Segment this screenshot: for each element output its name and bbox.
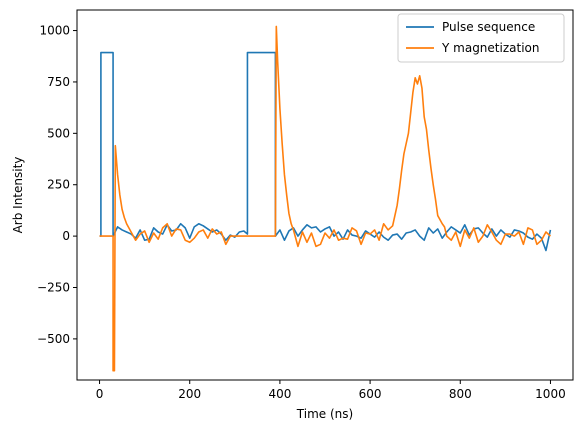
x-axis-label: Time (ns) bbox=[296, 407, 353, 421]
legend-label-y-magnetization: Y magnetization bbox=[441, 41, 539, 55]
legend: Pulse sequence Y magnetization bbox=[397, 13, 565, 63]
x-tick-label: 200 bbox=[178, 387, 201, 401]
x-tick-label: 1000 bbox=[535, 387, 566, 401]
legend-frame bbox=[397, 13, 565, 63]
y-tick-label: 1000 bbox=[39, 24, 70, 38]
y-tick-label: 250 bbox=[47, 178, 70, 192]
y-axis-ticks: −500 −250 0 250 500 750 1000 bbox=[37, 24, 77, 346]
plot-series-layer bbox=[99, 25, 552, 372]
y-axis-label: Arb Intensity bbox=[11, 157, 25, 234]
y-tick-label: 0 bbox=[62, 229, 70, 243]
y-tick-label: 500 bbox=[47, 126, 70, 140]
x-tick-label: 0 bbox=[96, 387, 104, 401]
legend-label-pulse-sequence: Pulse sequence bbox=[442, 20, 535, 34]
y-tick-label: −500 bbox=[37, 332, 70, 346]
x-tick-label: 400 bbox=[268, 387, 291, 401]
x-tick-label: 800 bbox=[449, 387, 472, 401]
series-line-pulse-sequence bbox=[99, 51, 552, 252]
y-tick-label: −250 bbox=[37, 281, 70, 295]
axes-frame bbox=[76, 9, 574, 381]
y-tick-label: 750 bbox=[47, 75, 70, 89]
series-line-y-magnetization bbox=[99, 25, 551, 372]
x-axis-ticks: 0 200 400 600 800 1000 bbox=[96, 380, 566, 401]
x-tick-label: 600 bbox=[359, 387, 382, 401]
